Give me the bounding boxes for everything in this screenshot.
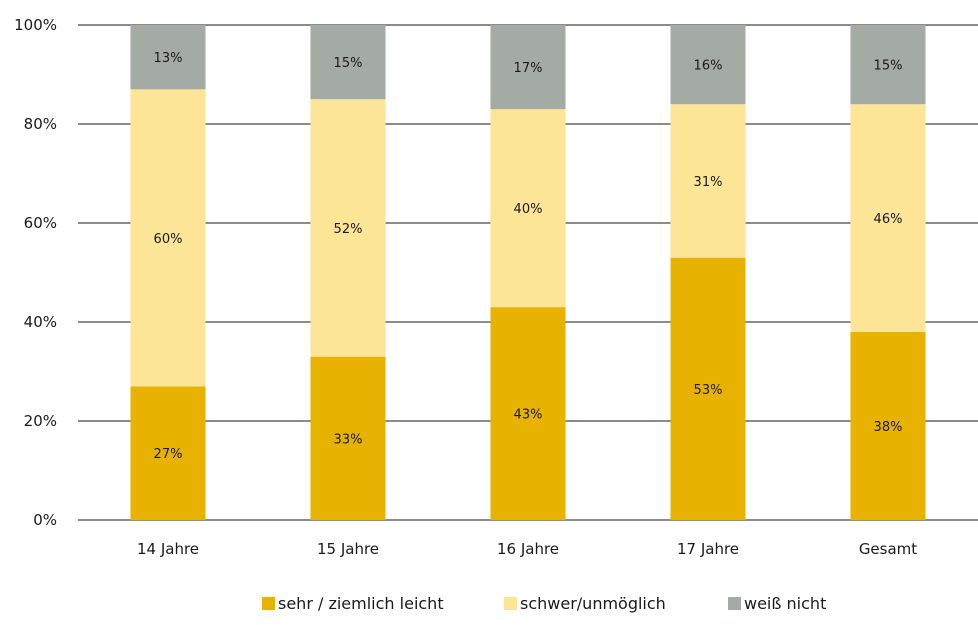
bar-segment <box>670 104 746 258</box>
x-tick-label: Gesamt <box>859 540 917 558</box>
data-labels: 27% 60% 13% 33% 52% 15% 43% 40% 17% 53% 31% 16% 38% 4… <box>154 51 903 462</box>
y-tick-label: 40% <box>24 313 57 331</box>
data-label: 27% <box>154 447 183 462</box>
x-tick-label: 17 Jahre <box>677 540 739 558</box>
bar-segment <box>850 331 926 520</box>
bar-segment <box>130 89 206 387</box>
data-label: 31% <box>694 175 723 190</box>
bar-segment <box>310 356 386 520</box>
bar-group <box>130 25 926 520</box>
y-tick-label: 80% <box>24 115 57 133</box>
y-tick-label: 60% <box>24 214 57 232</box>
data-label: 40% <box>514 202 543 217</box>
legend-label: sehr / ziemlich leicht <box>278 594 444 613</box>
data-label: 53% <box>694 383 723 398</box>
legend: sehr / ziemlich leicht schwer/unmöglich we… <box>262 594 826 613</box>
bar-segment <box>490 307 566 520</box>
x-tick-label: 14 Jahre <box>137 540 199 558</box>
legend-swatch <box>262 597 275 610</box>
bar-segment <box>130 386 206 520</box>
axes: 0% 20% 40% 60% 80% 100% 14 Jahre 15 Jahre 16 Jah… <box>14 16 917 558</box>
bar-segment <box>310 25 386 100</box>
data-label: 33% <box>334 432 363 447</box>
bar-segment <box>310 99 386 357</box>
data-label: 46% <box>874 212 903 227</box>
x-tick-label: 16 Jahre <box>497 540 559 558</box>
data-label: 60% <box>154 232 183 247</box>
bar-segment <box>130 25 206 90</box>
bar-segment <box>670 257 746 520</box>
data-label: 38% <box>874 420 903 435</box>
y-tick-label: 0% <box>33 511 57 529</box>
data-label: 43% <box>514 408 543 423</box>
bar-segment <box>850 104 926 332</box>
legend-label: schwer/unmöglich <box>520 594 666 613</box>
bar-segment <box>670 25 746 105</box>
data-label: 52% <box>334 222 363 237</box>
data-label: 17% <box>514 61 543 76</box>
data-label: 16% <box>694 59 723 74</box>
legend-label: weiß nicht <box>744 594 826 613</box>
bar-segment <box>490 25 566 110</box>
bar-segment <box>850 25 926 105</box>
x-tick-label: 15 Jahre <box>317 540 379 558</box>
y-tick-label: 20% <box>24 412 57 430</box>
legend-swatch <box>728 597 741 610</box>
bar-segment <box>490 109 566 308</box>
legend-swatch <box>504 597 517 610</box>
data-label: 13% <box>154 51 183 66</box>
data-label: 15% <box>874 59 903 74</box>
data-label: 15% <box>334 56 363 71</box>
y-tick-label: 100% <box>14 16 57 34</box>
